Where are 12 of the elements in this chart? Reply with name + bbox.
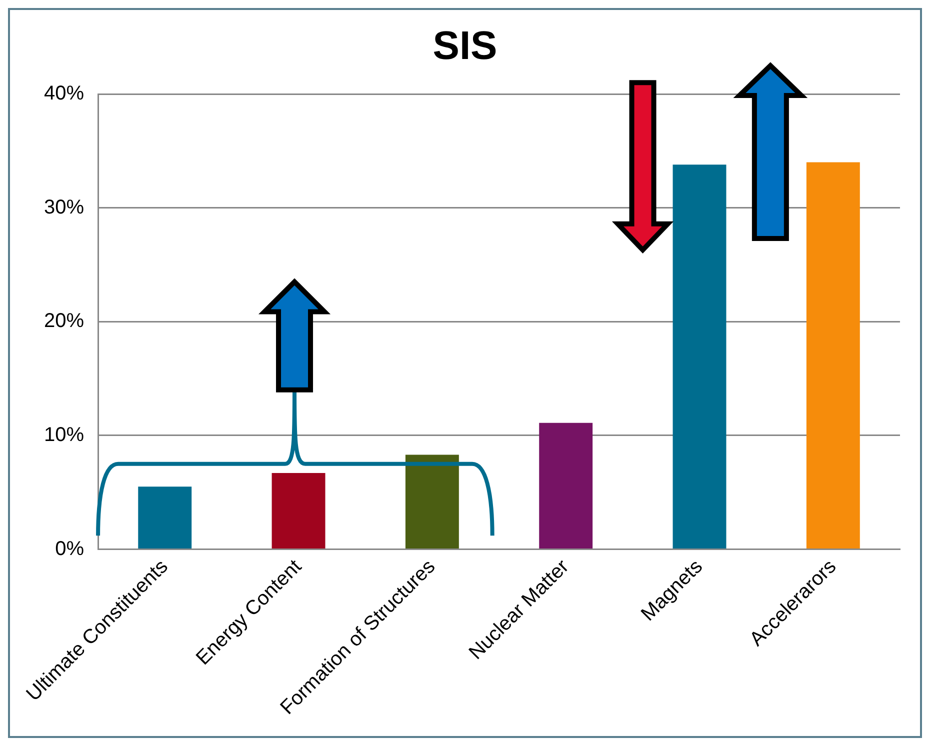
y-tick-label: 20% [44,310,84,332]
bar [405,454,459,549]
bar [272,473,326,549]
bar [539,422,593,549]
bar [138,486,192,549]
y-tick-label: 30% [44,196,84,218]
bar [672,164,726,549]
bar [806,162,860,549]
y-tick-label: 40% [44,82,84,105]
chart-title: SIS [432,24,498,68]
y-tick-label: 10% [44,424,84,446]
y-tick-label: 0% [55,538,84,560]
